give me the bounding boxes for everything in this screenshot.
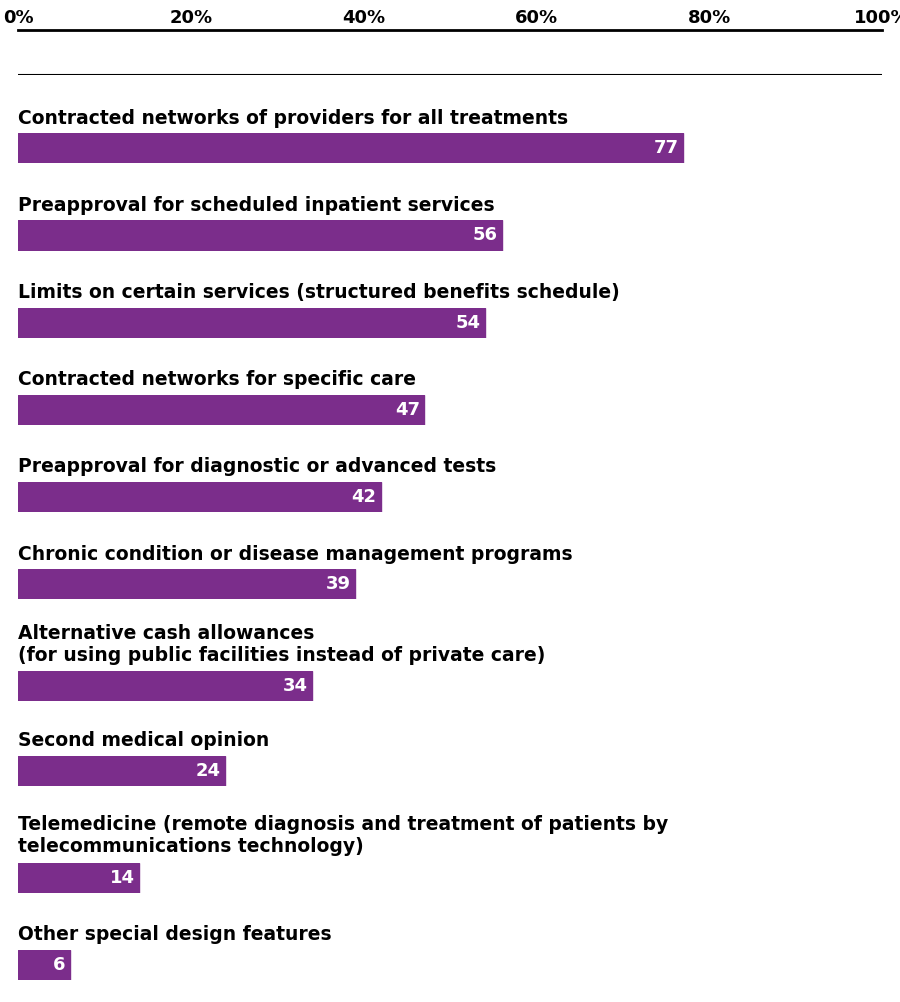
Text: Telemedicine (remote diagnosis and treatment of patients by
telecommunications t: Telemedicine (remote diagnosis and treat… — [18, 816, 668, 856]
Bar — [18, 671, 311, 701]
Text: Second medical opinion: Second medical opinion — [18, 731, 269, 750]
Bar — [18, 133, 683, 163]
Bar — [18, 863, 139, 893]
Text: 6: 6 — [53, 956, 66, 974]
Text: Preapproval for diagnostic or advanced tests: Preapproval for diagnostic or advanced t… — [18, 458, 496, 477]
Text: 47: 47 — [395, 401, 419, 419]
Text: 39: 39 — [326, 575, 351, 593]
Text: 42: 42 — [352, 488, 376, 506]
Text: 56: 56 — [472, 226, 498, 244]
Text: Limits on certain services (structured benefits schedule): Limits on certain services (structured b… — [18, 284, 620, 303]
Bar — [18, 482, 381, 512]
Text: 77: 77 — [654, 139, 679, 157]
Text: Alternative cash allowances
(for using public facilities instead of private care: Alternative cash allowances (for using p… — [18, 624, 545, 665]
Text: 34: 34 — [283, 677, 308, 695]
Bar — [18, 220, 502, 250]
Text: 24: 24 — [196, 762, 221, 780]
Text: Chronic condition or disease management programs: Chronic condition or disease management … — [18, 545, 572, 563]
Text: Contracted networks for specific care: Contracted networks for specific care — [18, 371, 416, 389]
Bar — [18, 308, 484, 338]
Text: Contracted networks of providers for all treatments: Contracted networks of providers for all… — [18, 108, 568, 127]
Text: Other special design features: Other special design features — [18, 926, 331, 944]
Text: Preapproval for scheduled inpatient services: Preapproval for scheduled inpatient serv… — [18, 196, 495, 215]
Bar — [18, 569, 355, 599]
Bar — [18, 756, 225, 786]
Bar — [18, 950, 70, 980]
Bar — [18, 395, 424, 425]
Text: 14: 14 — [110, 869, 135, 887]
Text: 54: 54 — [455, 314, 481, 332]
